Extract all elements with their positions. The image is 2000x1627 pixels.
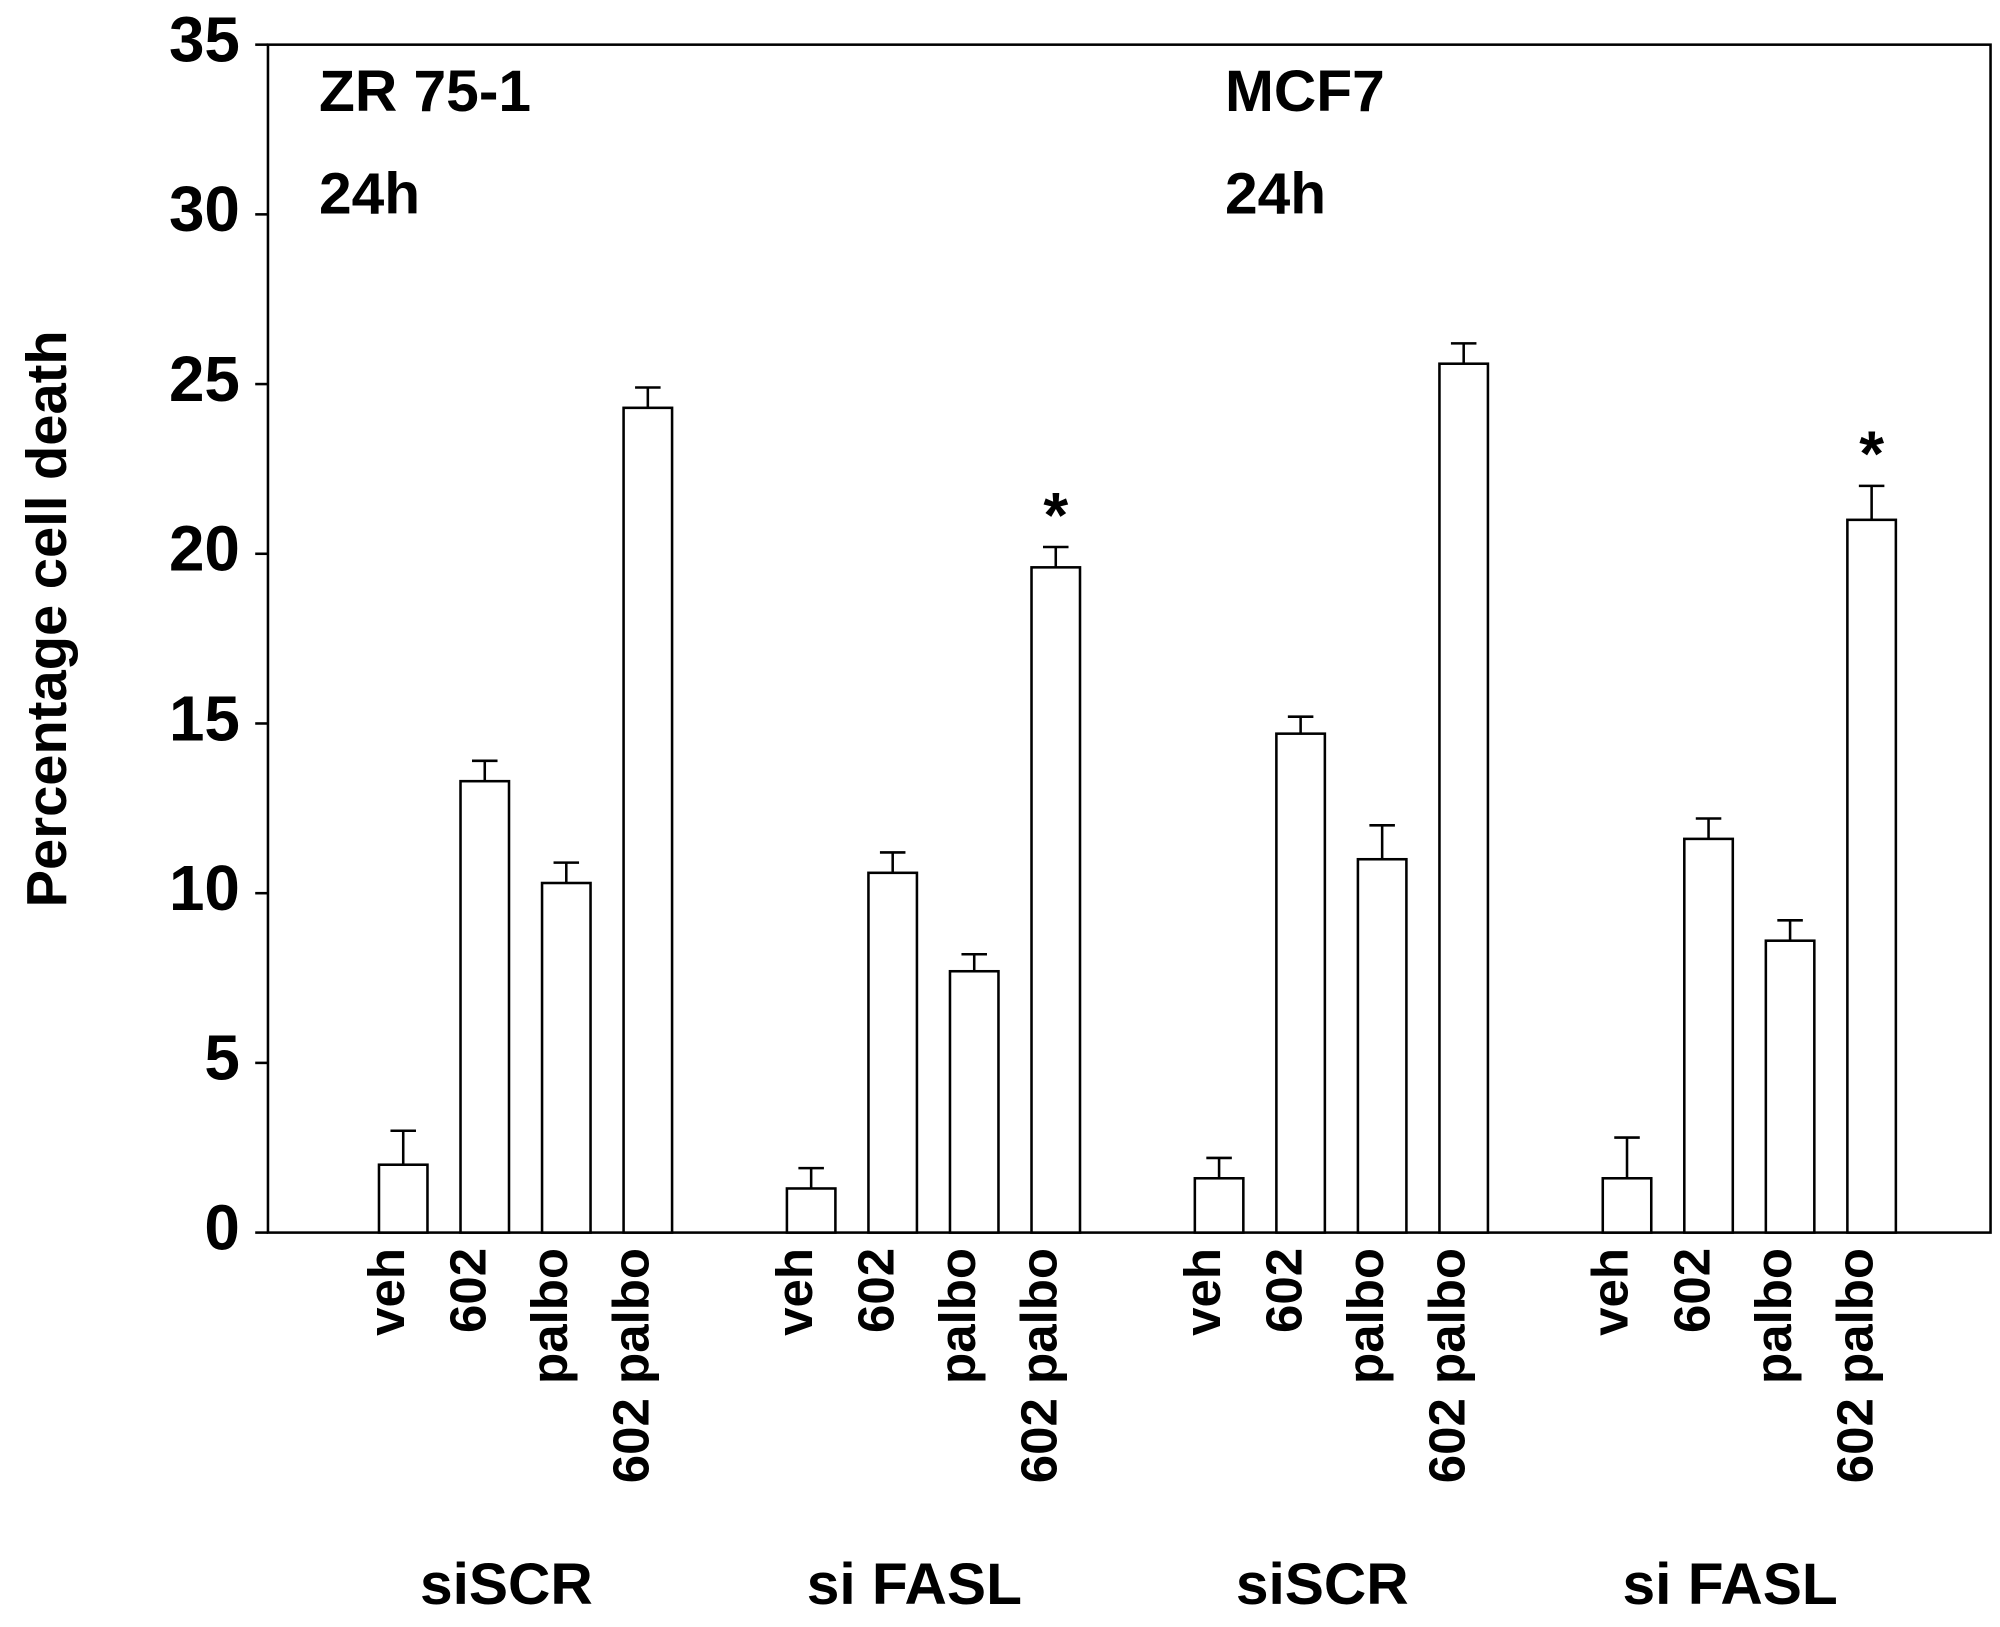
bar: [1683, 837, 1735, 1234]
x-tick-label: 602 palbo: [1010, 1248, 1067, 1483]
y-tick-label: 15: [169, 682, 240, 754]
group-label: si FASL: [1623, 1552, 1838, 1617]
panel-label: 24h: [1225, 161, 1326, 226]
x-tick-label: palbo: [929, 1248, 986, 1384]
bar: [377, 1163, 429, 1234]
panel-label: ZR 75-1: [319, 59, 531, 124]
x-tick-label: palbo: [521, 1248, 578, 1384]
x-tick-label: veh: [358, 1248, 415, 1336]
significance-mark: *: [1043, 479, 1068, 551]
group-label: siSCR: [420, 1552, 593, 1617]
x-tick-label: 602 palbo: [603, 1248, 660, 1483]
y-tick-label: 35: [169, 4, 240, 76]
bar: [1764, 939, 1816, 1234]
bar: [1275, 732, 1327, 1234]
bar: [1356, 857, 1408, 1234]
bar: [459, 779, 511, 1234]
bar: [1601, 1177, 1653, 1234]
bar: [1030, 566, 1082, 1234]
x-tick-label: veh: [1174, 1248, 1231, 1336]
group-label: si FASL: [807, 1552, 1022, 1617]
x-tick-label: 602: [1255, 1248, 1312, 1333]
bar: [785, 1187, 837, 1234]
y-tick-label: 30: [169, 173, 240, 245]
y-tick-label: 0: [204, 1191, 239, 1263]
y-tick-label: 20: [169, 513, 240, 585]
bar: [948, 969, 1000, 1234]
x-tick-label: palbo: [1745, 1248, 1802, 1384]
x-tick-label: 602: [439, 1248, 496, 1333]
x-tick-label: 602: [1663, 1248, 1720, 1333]
x-tick-label: veh: [1582, 1248, 1639, 1336]
x-tick-label: 602 palbo: [1418, 1248, 1475, 1483]
x-tick-label: palbo: [1337, 1248, 1394, 1384]
x-tick-label: 602: [847, 1248, 904, 1333]
bar: [622, 406, 674, 1234]
x-tick-label: 602 palbo: [1826, 1248, 1883, 1483]
panel-label: MCF7: [1225, 59, 1385, 124]
y-tick-label: 10: [169, 852, 240, 924]
bar: [867, 871, 919, 1234]
plot-frame: [266, 43, 1992, 1234]
y-tick-label: 25: [169, 343, 240, 415]
y-axis-label: Percentage cell death: [15, 330, 78, 907]
group-label: siSCR: [1236, 1552, 1409, 1617]
bar: [1193, 1177, 1245, 1234]
bar: [1846, 518, 1898, 1234]
y-tick-label: 5: [204, 1022, 239, 1094]
bar: [1438, 362, 1490, 1234]
significance-mark: *: [1859, 418, 1884, 490]
panel-label: 24h: [319, 161, 420, 226]
bar: [540, 881, 592, 1234]
x-tick-label: veh: [766, 1248, 823, 1336]
